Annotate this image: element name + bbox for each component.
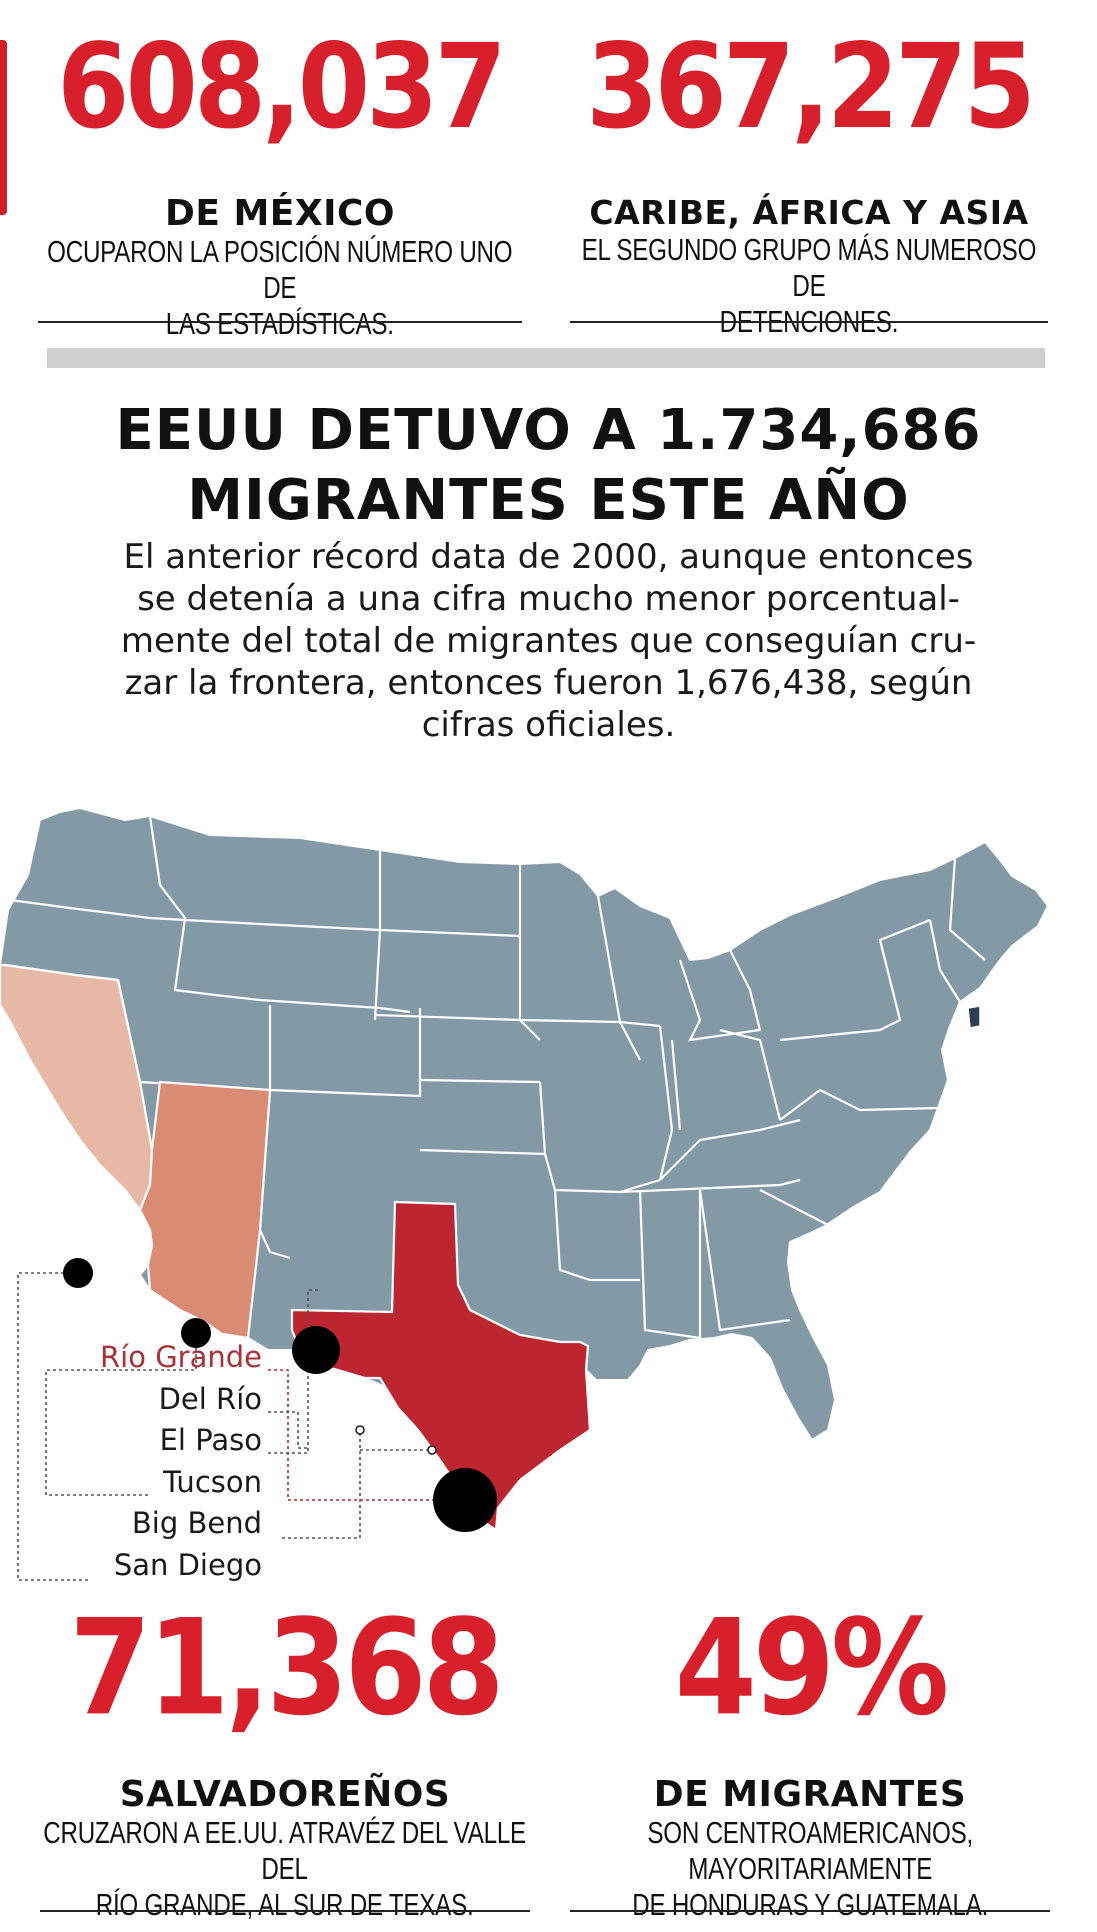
- state-borders: [4, 815, 986, 1340]
- border-ms-al: [638, 1189, 702, 1340]
- state-rhode-island: [967, 1005, 981, 1029]
- label-san-diego: San Diego: [113, 1548, 262, 1582]
- us-map: [0, 807, 1049, 1581]
- border-co-nm: [269, 1008, 422, 1098]
- stat-mexico-desc-2: LAS ESTADÍSTICAS.: [165, 306, 395, 341]
- headline-line-2: MIGRANTES ESTE AÑO: [187, 468, 910, 533]
- state-california: [0, 963, 154, 1213]
- edge-accent-bar: [0, 40, 7, 215]
- border-ky: [659, 1118, 801, 1181]
- border-id-mt: [148, 815, 261, 1002]
- sector-labels: Río Grande Del Río El Paso Tucson Big Be…: [0, 1340, 262, 1590]
- border-ga: [698, 1189, 791, 1332]
- stat-centroamericanos-desc-2: DE HONDURAS Y GUATEMALA.: [632, 1887, 988, 1922]
- stat-mexico-rule: [38, 321, 522, 323]
- connector-big-bend: [282, 1430, 432, 1539]
- border-va-wv: [779, 1088, 941, 1121]
- stat-caribe-rule: [570, 321, 1048, 323]
- stat-centroamericanos-rule: [570, 1910, 1050, 1912]
- connector-del-rio: [268, 1411, 308, 1449]
- stat-mexico-label: DE MÉXICO: [164, 193, 396, 234]
- border-pa-ny: [779, 918, 931, 1042]
- stat-salvadorenos: 71,368 SALVADOREÑOS CRUZARON A EE.UU. AT…: [40, 1590, 530, 1922]
- border-nd-sd: [379, 928, 521, 938]
- border-il-in: [658, 1025, 674, 1181]
- stat-salvadorenos-desc-2: RÍO GRANDE, AL SUR DE TEXAS.: [96, 1887, 474, 1922]
- map-states-base: [0, 807, 1049, 1441]
- border-ne-ks: [419, 1078, 541, 1084]
- border-mi: [678, 949, 762, 1042]
- stat-caribe-value: 367,275: [586, 18, 1036, 155]
- section-divider: [47, 348, 1045, 368]
- stat-caribe: 367,275 CARIBE, ÁFRICA Y ASIA EL SEGUNDO…: [570, 18, 1048, 339]
- stat-mexico-desc-1: OCUPARON LA POSICIÓN NÚMERO UNO DE: [47, 234, 513, 305]
- headline-line-1: EEUU DETUVO A 1.734,686: [115, 398, 982, 463]
- intro-line-1: El anterior récord data de 2000, aunque …: [123, 537, 974, 577]
- sector-connectors: [17, 1272, 462, 1581]
- stat-caribe-label: CARIBE, ÁFRICA Y ASIA: [589, 193, 1029, 232]
- border-wa-or: [9, 898, 186, 922]
- intro-line-5: cifras oficiales.: [421, 705, 676, 745]
- intro-line-4: zar la frontera, entonces fueron 1,676,4…: [124, 663, 973, 703]
- stat-salvadorenos-value: 71,368: [69, 1590, 504, 1745]
- headline: EEUU DETUVO A 1.734,686 MIGRANTES ESTE A…: [0, 396, 1097, 536]
- label-del-rio: Del Río: [158, 1382, 262, 1416]
- marker-del-rio: [427, 1445, 437, 1455]
- border-wi-il: [596, 895, 641, 1061]
- stat-mexico-value: 608,037: [57, 18, 507, 155]
- intro-line-3: mente del total de migrantes que consegu…: [120, 621, 977, 661]
- border-ne-states: [928, 857, 986, 1003]
- stat-caribe-desc-1: EL SEGUNDO GRUPO MÁS NUMEROSO DE: [581, 232, 1037, 303]
- border-ks-ok: [419, 1148, 546, 1156]
- border-ar-la: [553, 1189, 640, 1282]
- intro-line-2: se detenía a una cifra mucho menor porce…: [137, 579, 960, 619]
- stat-centroamericanos-value: 49%: [674, 1590, 949, 1745]
- marker-san-diego: [63, 1258, 93, 1288]
- stat-centroamericanos: 49% DE MIGRANTES SON CENTROAMERICANOS, M…: [570, 1590, 1050, 1922]
- stat-mexico: 608,037 DE MÉXICO OCUPARON LA POSICIÓN N…: [38, 18, 522, 341]
- stat-salvadorenos-rule: [40, 1910, 530, 1912]
- border-tn: [619, 1178, 801, 1194]
- border-wy-co: [259, 998, 411, 1014]
- marker-big-bend: [355, 1425, 365, 1435]
- label-tucson: Tucson: [163, 1465, 262, 1499]
- marker-rio-grande: [433, 1468, 497, 1532]
- label-el-paso: El Paso: [159, 1423, 262, 1457]
- stat-salvadorenos-label: SALVADOREÑOS: [119, 1774, 451, 1815]
- connector-rio-grande: [268, 1369, 462, 1501]
- intro-paragraph: El anterior récord data de 2000, aunque …: [40, 536, 1057, 746]
- stat-centroamericanos-desc-1: SON CENTROAMERICANOS, MAYORITARIAMENTE: [647, 1815, 973, 1886]
- state-arizona: [138, 1080, 272, 1340]
- label-rio-grande: Río Grande: [100, 1340, 262, 1374]
- marker-tucson: [181, 1318, 211, 1348]
- border-sc-nc: [759, 1189, 881, 1228]
- connector-san-diego: [17, 1272, 88, 1581]
- label-big-bend: Big Bend: [131, 1506, 262, 1540]
- stat-centroamericanos-label: DE MIGRANTES: [653, 1774, 967, 1815]
- connector-tucson: [45, 1333, 197, 1496]
- border-mt-wy: [184, 918, 381, 932]
- marker-el-paso: [292, 1326, 340, 1374]
- us-mainland-shape: [0, 807, 1049, 1441]
- stat-salvadorenos-desc-1: CRUZARON A EE.UU. ATRAVÉZ DEL VALLE DEL: [43, 1815, 527, 1886]
